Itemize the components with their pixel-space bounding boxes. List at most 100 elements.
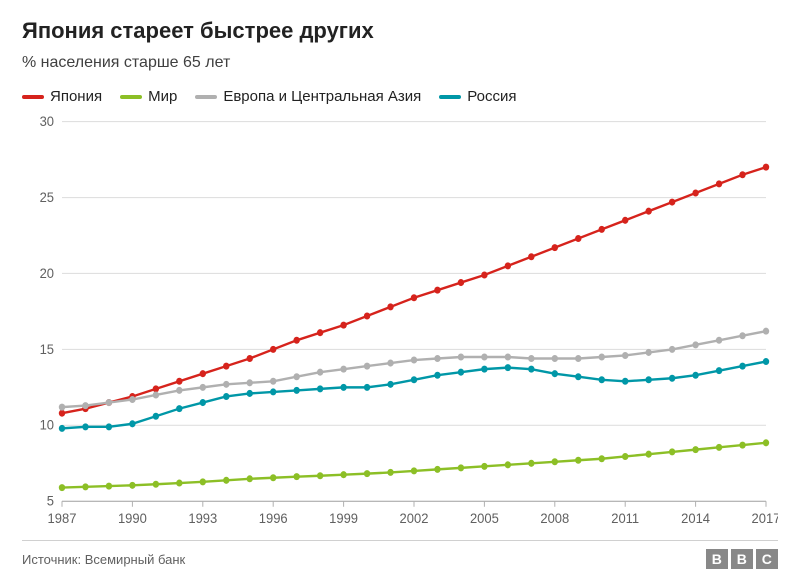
series-marker-eca xyxy=(129,396,135,403)
series-marker-eca xyxy=(106,399,112,406)
legend-item-japan: Япония xyxy=(22,88,102,105)
series-marker-japan xyxy=(458,279,464,286)
series-marker-japan xyxy=(364,312,370,319)
series-marker-eca xyxy=(270,378,276,385)
series-marker-russia xyxy=(387,381,393,388)
series-marker-japan xyxy=(270,346,276,353)
series-marker-russia xyxy=(317,385,323,392)
x-tick-label: 1987 xyxy=(48,511,77,527)
series-marker-russia xyxy=(176,405,182,412)
series-marker-world xyxy=(176,480,182,487)
y-tick-label: 20 xyxy=(40,265,55,281)
series-marker-russia xyxy=(200,399,206,406)
x-tick-label: 1990 xyxy=(118,511,147,527)
series-marker-world xyxy=(505,461,511,468)
series-marker-japan xyxy=(692,189,698,196)
series-marker-world xyxy=(364,470,370,477)
series-marker-japan xyxy=(481,271,487,278)
series-marker-world xyxy=(387,469,393,476)
series-marker-eca xyxy=(458,353,464,360)
x-tick-label: 1993 xyxy=(188,511,217,527)
series-marker-russia xyxy=(669,375,675,382)
series-marker-eca xyxy=(364,363,370,370)
series-marker-eca xyxy=(645,349,651,356)
series-marker-eca xyxy=(82,402,88,409)
series-marker-russia xyxy=(106,423,112,430)
series-marker-japan xyxy=(200,370,206,377)
series-marker-world xyxy=(528,460,534,467)
series-marker-world xyxy=(481,463,487,470)
series-marker-world xyxy=(692,446,698,453)
series-marker-japan xyxy=(59,410,65,417)
series-marker-japan xyxy=(645,208,651,215)
series-marker-russia xyxy=(716,367,722,374)
series-marker-world xyxy=(200,478,206,485)
series-marker-eca xyxy=(176,387,182,394)
series-marker-russia xyxy=(153,413,159,420)
bbc-box-0: B xyxy=(706,549,728,569)
legend-swatch-world xyxy=(120,95,142,99)
series-marker-russia xyxy=(434,372,440,379)
x-tick-label: 2005 xyxy=(470,511,499,527)
series-marker-russia xyxy=(270,388,276,395)
legend-item-russia: Россия xyxy=(439,88,516,105)
series-marker-russia xyxy=(739,363,745,370)
series-marker-russia xyxy=(622,378,628,385)
legend-label-eca: Европа и Центральная Азия xyxy=(223,88,421,105)
chart-subtitle: % населения старше 65 лет xyxy=(22,54,778,72)
chart-area: 5101520253019871990199319961999200220052… xyxy=(22,115,778,532)
series-marker-world xyxy=(411,467,417,474)
y-tick-label: 25 xyxy=(40,189,54,205)
series-marker-japan xyxy=(505,262,511,269)
legend-label-japan: Япония xyxy=(50,88,102,105)
series-marker-eca xyxy=(223,381,229,388)
series-marker-world xyxy=(599,455,605,462)
series-marker-eca xyxy=(59,404,65,411)
legend-swatch-russia xyxy=(439,95,461,99)
y-tick-label: 30 xyxy=(40,115,55,129)
series-marker-russia xyxy=(223,393,229,400)
series-marker-world xyxy=(59,484,65,491)
series-marker-japan xyxy=(716,180,722,187)
series-marker-world xyxy=(622,453,628,460)
series-marker-world xyxy=(317,472,323,479)
series-marker-eca xyxy=(293,373,299,380)
legend-item-world: Мир xyxy=(120,88,177,105)
chart-title: Япония стареет быстрее других xyxy=(22,18,778,44)
legend: Япония Мир Европа и Центральная Азия Россия xyxy=(22,88,778,105)
series-marker-world xyxy=(223,477,229,484)
series-marker-japan xyxy=(528,253,534,260)
series-marker-japan xyxy=(669,199,675,206)
series-marker-world xyxy=(82,483,88,490)
series-marker-russia xyxy=(82,423,88,430)
y-tick-label: 15 xyxy=(40,341,54,357)
x-tick-label: 2014 xyxy=(681,511,710,527)
x-tick-label: 2017 xyxy=(752,511,778,527)
x-tick-label: 1999 xyxy=(329,511,358,527)
series-marker-japan xyxy=(622,217,628,224)
series-marker-russia xyxy=(645,376,651,383)
series-marker-japan xyxy=(387,303,393,310)
y-tick-label: 10 xyxy=(40,417,55,433)
bbc-logo: BBC xyxy=(706,549,778,569)
series-marker-russia xyxy=(364,384,370,391)
series-marker-eca xyxy=(528,355,534,362)
series-marker-eca xyxy=(434,355,440,362)
series-marker-eca xyxy=(716,337,722,344)
series-marker-eca xyxy=(153,391,159,398)
series-marker-world xyxy=(106,483,112,490)
series-marker-russia xyxy=(481,366,487,373)
series-marker-japan xyxy=(763,164,769,171)
series-marker-world xyxy=(575,457,581,464)
series-marker-japan xyxy=(247,355,253,362)
series-marker-russia xyxy=(293,387,299,394)
series-marker-russia xyxy=(411,376,417,383)
series-marker-eca xyxy=(622,352,628,359)
chart-card: Япония стареет быстрее других % населени… xyxy=(0,0,800,577)
series-marker-world xyxy=(129,482,135,489)
legend-item-eca: Европа и Центральная Азия xyxy=(195,88,421,105)
series-marker-eca xyxy=(200,384,206,391)
series-line-eca xyxy=(62,331,766,407)
series-marker-russia xyxy=(129,420,135,427)
series-marker-eca xyxy=(763,328,769,335)
